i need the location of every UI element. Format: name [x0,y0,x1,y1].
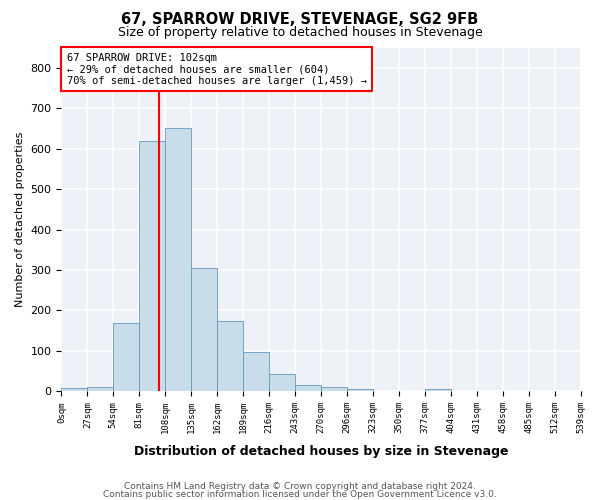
Bar [347,390,373,392]
Bar [425,388,451,392]
X-axis label: Distribution of detached houses by size in Stevenage: Distribution of detached houses by size … [134,444,508,458]
Bar [243,352,269,392]
Text: Contains public sector information licensed under the Open Government Licence v3: Contains public sector information licen… [103,490,497,499]
Text: Size of property relative to detached houses in Stevenage: Size of property relative to detached ho… [118,26,482,39]
Text: 67, SPARROW DRIVE, STEVENAGE, SG2 9FB: 67, SPARROW DRIVE, STEVENAGE, SG2 9FB [121,12,479,28]
Bar [88,386,113,392]
Text: Contains HM Land Registry data © Crown copyright and database right 2024.: Contains HM Land Registry data © Crown c… [124,482,476,491]
Bar [139,140,165,392]
Y-axis label: Number of detached properties: Number of detached properties [15,132,25,307]
Bar [113,322,139,392]
Bar [321,388,347,392]
Bar [165,128,191,392]
Bar [217,322,243,392]
Text: 67 SPARROW DRIVE: 102sqm
← 29% of detached houses are smaller (604)
70% of semi-: 67 SPARROW DRIVE: 102sqm ← 29% of detach… [67,52,367,86]
Bar [295,386,321,392]
Bar [269,374,295,392]
Bar [373,390,399,392]
Bar [61,388,88,392]
Bar [191,268,217,392]
